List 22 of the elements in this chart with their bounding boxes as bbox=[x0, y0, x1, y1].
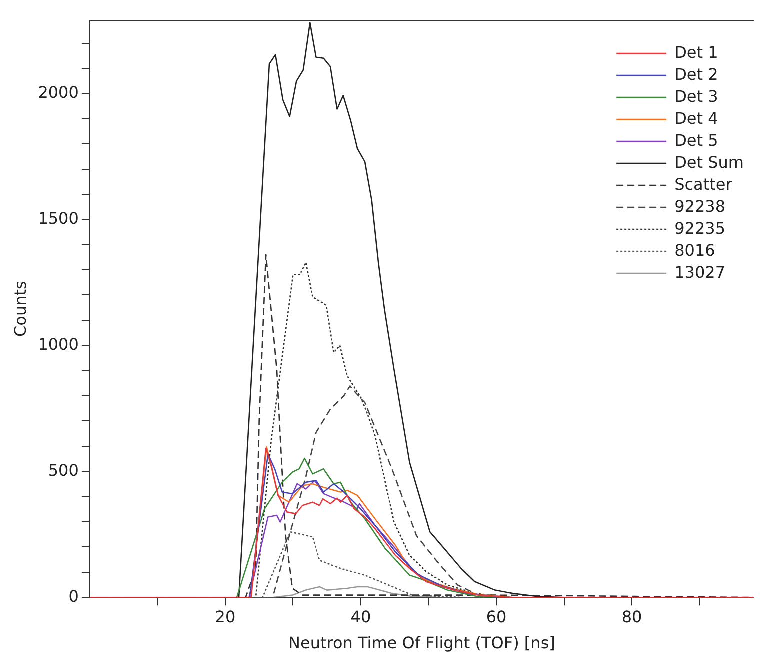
y-tick-label: 0 bbox=[68, 586, 79, 606]
x-tick-label: 40 bbox=[350, 607, 372, 626]
legend-label: Det 5 bbox=[674, 130, 718, 150]
y-tick-label: 1000 bbox=[38, 334, 79, 354]
legend-label: Det 2 bbox=[674, 64, 718, 84]
x-tick-label: 20 bbox=[215, 607, 236, 626]
y-tick-label: 2000 bbox=[38, 82, 79, 102]
x-axis-title: Neutron Time Of Flight (TOF) [ns] bbox=[288, 634, 556, 653]
legend-label: Det 3 bbox=[674, 86, 718, 106]
y-tick-label: 1500 bbox=[38, 208, 79, 228]
legend-label: 13027 bbox=[674, 262, 726, 282]
legend-label: Det Sum bbox=[674, 152, 744, 172]
legend-label: Det 1 bbox=[674, 42, 718, 62]
legend-label: 92238 bbox=[674, 196, 726, 216]
legend-label: 92235 bbox=[674, 218, 726, 238]
legend-label: Det 4 bbox=[674, 108, 718, 128]
legend-label: 8016 bbox=[674, 240, 716, 260]
legend-label: Scatter bbox=[674, 174, 733, 194]
x-tick-label: 60 bbox=[486, 607, 507, 626]
y-axis-title: Counts bbox=[10, 281, 30, 338]
x-tick-label: 80 bbox=[622, 607, 642, 626]
y-tick-label: 500 bbox=[48, 460, 79, 480]
